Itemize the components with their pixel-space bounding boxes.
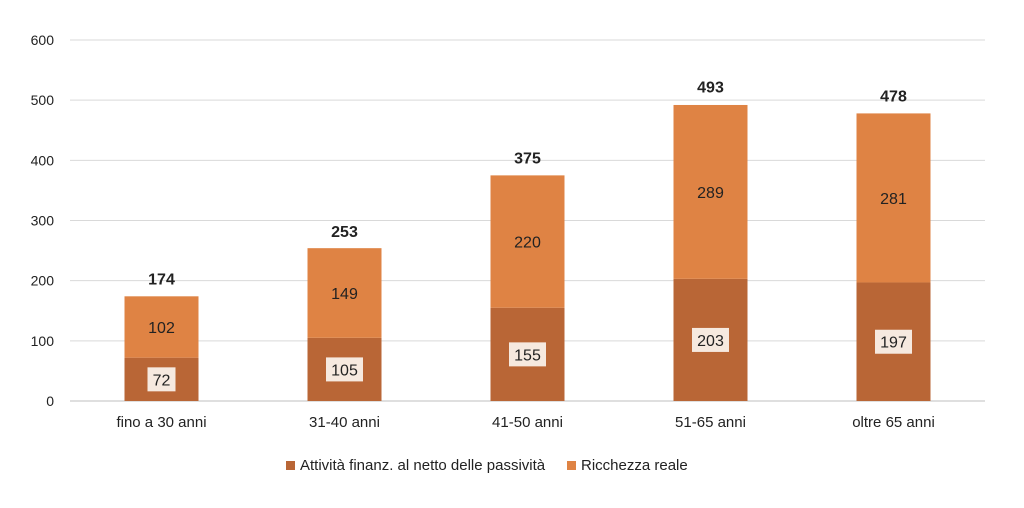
x-tick-label: 41-50 anni [492,414,563,431]
total-label: 493 [697,79,724,96]
y-tick-label: 600 [31,32,55,48]
x-tick-label: 31-40 anni [309,414,380,431]
y-axis-ticks: 0 100 200 300 400 500 600 [31,32,55,409]
legend: Attività finanz. al netto delle passivit… [286,457,688,474]
total-label: 375 [514,150,541,167]
x-tick-label: oltre 65 anni [852,414,935,431]
legend-label: Attività finanz. al netto delle passivit… [300,457,546,474]
data-label-box [147,367,176,392]
total-label: 478 [880,88,907,105]
data-label: 72 [153,372,171,389]
bar-segment [673,104,748,279]
data-label: 155 [514,347,541,364]
data-label: 220 [514,235,541,252]
bar-segment [307,248,382,338]
x-axis-categories: fino a 30 anni 31-40 anni 41-50 anni 51-65 … [116,414,934,431]
bar-segment [856,113,931,283]
total-label: 253 [331,224,358,241]
legend-swatch [567,461,576,470]
y-tick-label: 500 [31,92,55,108]
data-label-box [326,357,363,382]
data-label: 203 [697,333,724,350]
data-label-box [692,327,729,352]
bar-segment [124,296,199,358]
data-label-box [509,342,546,367]
data-label: 281 [880,191,907,208]
data-label: 102 [148,320,175,337]
data-label-box [875,329,912,354]
data-label: 149 [331,286,358,303]
y-tick-label: 300 [31,213,55,229]
bars: 72 102 174 105 149 253 155 220 375 203 289 493 197 28… [124,79,931,401]
data-label: 197 [880,335,907,352]
legend-label: Ricchezza reale [581,457,688,474]
y-tick-label: 400 [31,152,55,168]
x-tick-label: 51-65 anni [675,414,746,431]
y-tick-label: 100 [31,333,55,349]
legend-swatch [286,461,295,470]
data-label: 289 [697,185,724,202]
bar-segment [490,175,565,308]
data-label: 105 [331,362,358,379]
total-label: 174 [148,271,175,288]
x-tick-label: fino a 30 anni [116,414,206,431]
y-tick-label: 0 [46,393,54,409]
y-tick-label: 200 [31,273,55,289]
